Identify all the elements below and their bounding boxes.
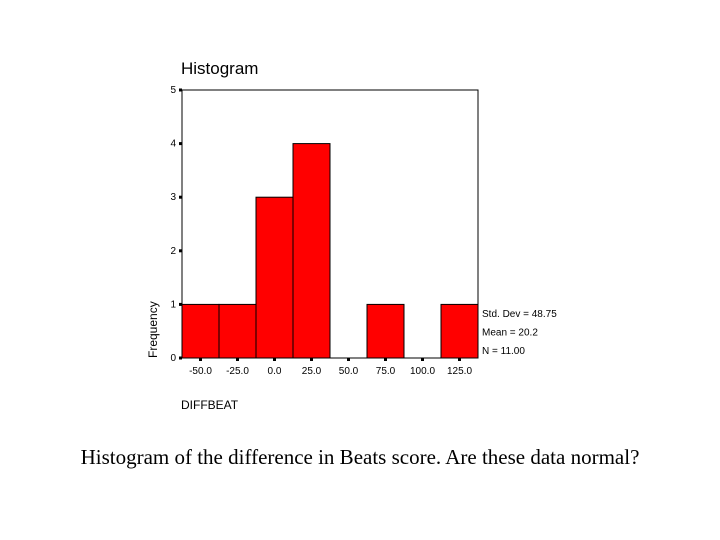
histogram-bar [366,303,405,359]
y-tick-label: 3 [170,192,176,203]
y-axis-label: Frequency [146,301,160,358]
y-tick-mark [179,88,182,92]
y-axis: 0 1 2 3 4 5 [170,85,182,364]
x-tick-mark [347,358,350,361]
x-tick-label: 100.0 [410,366,435,377]
x-tick-mark [199,358,202,361]
y-tick-mark [179,249,182,253]
chart-title: Histogram [181,59,258,78]
bars-group [181,143,479,359]
slide-caption: Histogram of the difference in Beats sco… [80,445,640,469]
y-tick-mark [179,195,182,199]
stats-box: Std. Dev = 48.75 Mean = 20.2 N = 11.00 [482,309,557,357]
x-tick-label: -25.0 [226,366,249,377]
y-tick-mark [179,302,182,306]
y-tick-label: 0 [170,353,176,364]
x-tick-mark [384,358,387,361]
y-tick-mark [179,356,182,360]
histogram-bar [255,196,294,359]
x-tick-label: 125.0 [447,366,472,377]
y-tick-label: 1 [170,299,176,310]
x-axis: -50.0 -25.0 0.0 25.0 50.0 75.0 100.0 125.0 [189,358,472,377]
histogram-bar [292,143,331,359]
x-tick-mark [421,358,424,361]
x-tick-mark [458,358,461,361]
stats-line: Std. Dev = 48.75 [482,309,557,320]
x-tick-mark [273,358,276,361]
x-tick-label: 25.0 [302,366,322,377]
x-tick-label: 50.0 [339,366,359,377]
x-tick-label: 0.0 [268,366,282,377]
y-tick-mark [179,142,182,146]
histogram-bar [440,303,479,359]
stats-line: N = 11.00 [482,346,525,357]
histogram-bar [181,303,220,359]
x-tick-label: 75.0 [376,366,396,377]
x-axis-label: DIFFBEAT [181,398,239,412]
y-tick-label: 4 [170,139,176,150]
x-tick-label: -50.0 [189,366,212,377]
x-tick-mark [236,358,239,361]
x-tick-mark [310,358,313,361]
y-tick-label: 2 [170,246,176,257]
y-tick-label: 5 [170,85,176,96]
stats-line: Mean = 20.2 [482,328,538,339]
histogram-bar [218,303,257,359]
